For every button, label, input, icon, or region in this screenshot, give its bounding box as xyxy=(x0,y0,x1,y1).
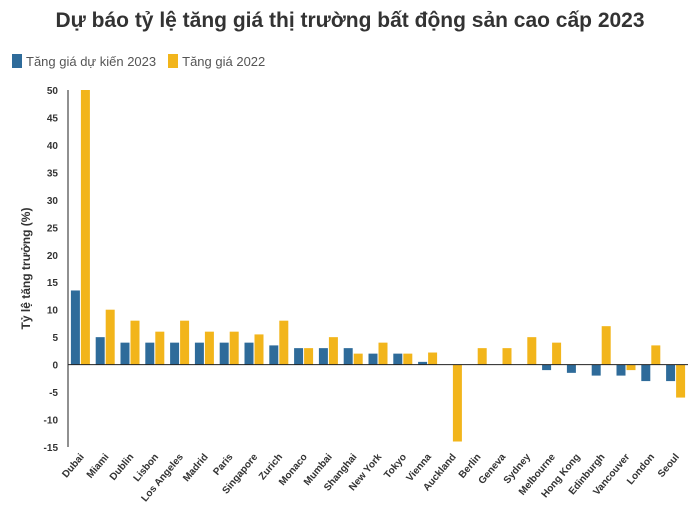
bar-forecast-2023 xyxy=(120,342,130,365)
bar-growth-2022 xyxy=(626,364,636,371)
bar-forecast-2023 xyxy=(244,342,254,365)
bar-growth-2022 xyxy=(204,331,214,365)
legend: Tăng giá dự kiến 2023 Tăng giá 2022 xyxy=(12,52,277,70)
y-tick-label: 45 xyxy=(47,113,59,124)
legend-label-forecast-2023: Tăng giá dự kiến 2023 xyxy=(26,53,157,69)
x-tick-label: Madrid xyxy=(181,452,210,484)
bar-forecast-2023 xyxy=(393,353,403,365)
y-tick-label: 30 xyxy=(47,196,59,207)
bar-forecast-2023 xyxy=(566,364,576,373)
y-axis-label: Tỷ lệ tăng trưởng (%) xyxy=(19,208,33,330)
chart-title: Dự báo tỷ lệ tăng giá thị trường bất độn… xyxy=(55,9,645,32)
bar-growth-2022 xyxy=(452,364,462,442)
bar-growth-2022 xyxy=(651,345,661,365)
bar-forecast-2023 xyxy=(145,342,155,365)
bar-growth-2022 xyxy=(601,326,611,365)
bar-growth-2022 xyxy=(155,331,165,365)
legend-item-forecast-2023[interactable]: Tăng giá dự kiến 2023 xyxy=(12,54,156,69)
bar-growth-2022 xyxy=(552,342,562,365)
bar-growth-2022 xyxy=(353,353,363,365)
y-tick-label: 20 xyxy=(47,251,59,262)
bar-forecast-2023 xyxy=(294,348,304,365)
bar-growth-2022 xyxy=(130,320,140,365)
bar-growth-2022 xyxy=(502,348,512,365)
y-tick-label: 40 xyxy=(47,141,59,152)
bar-growth-2022 xyxy=(527,337,537,365)
y-tick-label: 15 xyxy=(47,278,59,289)
x-tick-label: Seoul xyxy=(656,452,682,480)
y-tick-label: -15 xyxy=(44,443,59,454)
bar-forecast-2023 xyxy=(591,364,601,376)
bar-growth-2022 xyxy=(254,334,264,365)
bar-growth-2022 xyxy=(477,348,487,365)
bar-forecast-2023 xyxy=(318,348,328,365)
bar-forecast-2023 xyxy=(170,342,180,365)
bar-forecast-2023 xyxy=(194,342,204,365)
bar-forecast-2023 xyxy=(542,364,552,371)
legend-label-growth-2022: Tăng giá 2022 xyxy=(182,53,266,69)
y-tick-label: 10 xyxy=(47,306,59,317)
y-tick-label: 5 xyxy=(52,333,58,344)
bar-growth-2022 xyxy=(428,352,438,365)
bar-growth-2022 xyxy=(676,364,686,398)
y-tick-label: -5 xyxy=(49,388,58,399)
y-tick-label: 25 xyxy=(47,223,59,234)
bar-growth-2022 xyxy=(304,348,314,365)
bar-forecast-2023 xyxy=(219,342,229,365)
y-tick-label: 50 xyxy=(47,86,59,97)
bar-forecast-2023 xyxy=(368,353,378,365)
bar-growth-2022 xyxy=(105,309,115,365)
bar-growth-2022 xyxy=(80,90,90,365)
y-tick-label: 35 xyxy=(47,168,59,179)
bar-growth-2022 xyxy=(403,353,413,365)
bar-forecast-2023 xyxy=(269,345,279,365)
y-tick-label: 0 xyxy=(52,361,58,372)
bar-growth-2022 xyxy=(180,320,190,365)
bar-forecast-2023 xyxy=(70,290,80,365)
bar-forecast-2023 xyxy=(666,364,676,382)
bar-forecast-2023 xyxy=(343,348,353,365)
x-tick-label: Paris xyxy=(211,452,235,478)
bar-forecast-2023 xyxy=(95,337,105,365)
bar-forecast-2023 xyxy=(418,361,428,365)
bar-growth-2022 xyxy=(229,331,239,365)
bar-forecast-2023 xyxy=(641,364,651,382)
bar-growth-2022 xyxy=(328,337,338,365)
legend-swatch-growth-2022 xyxy=(168,54,179,68)
y-tick-label: -10 xyxy=(44,416,59,427)
bar-growth-2022 xyxy=(279,320,289,365)
legend-swatch-forecast-2023 xyxy=(12,54,22,68)
bar-forecast-2023 xyxy=(616,364,626,376)
x-tick-label: Dubai xyxy=(60,452,86,481)
bar-growth-2022 xyxy=(378,342,388,365)
legend-item-growth-2022[interactable]: Tăng giá 2022 xyxy=(168,54,265,69)
